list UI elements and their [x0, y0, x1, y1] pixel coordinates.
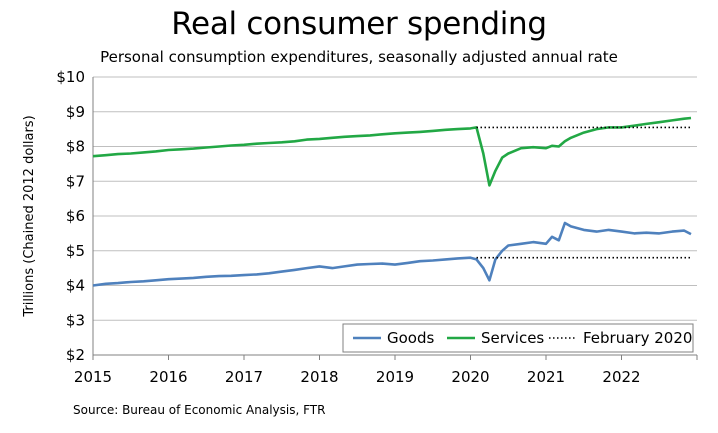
x-tick-label: 2018	[300, 368, 338, 386]
axes	[92, 77, 698, 360]
x-tick-label: 2019	[376, 368, 414, 386]
series-lines	[92, 116, 692, 287]
y-tick-label: $3	[66, 311, 85, 329]
source-note: Source: Bureau of Economic Analysis, FTR	[73, 403, 326, 417]
series-line-goods	[92, 221, 692, 287]
x-tick-label: 2017	[225, 368, 263, 386]
x-tick-label: 2020	[451, 368, 489, 386]
y-tick-label: $8	[66, 138, 85, 156]
x-tick-label: 2021	[527, 368, 565, 386]
x-tick-label: 2015	[74, 368, 112, 386]
series-line-services	[92, 116, 692, 187]
y-tick-label: $6	[66, 207, 85, 225]
legend: Goods Services February 2020	[342, 323, 694, 353]
y-tick-label: $7	[66, 172, 85, 190]
y-tick-label: $5	[66, 242, 85, 260]
y-tick-label: $4	[66, 277, 85, 295]
legend-label-goods: Goods	[387, 329, 434, 347]
legend-box	[342, 323, 694, 353]
x-tick-label: 2022	[602, 368, 640, 386]
y-tick-labels: $2 $3 $4 $5 $6 $7 $8 $9 $10	[56, 68, 85, 364]
legend-label-services: Services	[481, 329, 544, 347]
chart-subtitle: Personal consumption expenditures, seaso…	[100, 48, 618, 66]
legend-label-february-2020: February 2020	[583, 329, 692, 347]
x-tick-labels: 2015 2016 2017 2018 2019 2020 2021 2022	[74, 368, 641, 386]
y-axis-label: Trillions (Chained 2012 dollars)	[22, 115, 37, 317]
chart-title: Real consumer spending	[171, 6, 547, 42]
x-tick-label: 2016	[149, 368, 187, 386]
y-tick-label: $10	[56, 68, 85, 86]
y-tick-label: $2	[66, 346, 85, 364]
y-tick-label: $9	[66, 103, 85, 121]
gridlines	[93, 76, 697, 321]
